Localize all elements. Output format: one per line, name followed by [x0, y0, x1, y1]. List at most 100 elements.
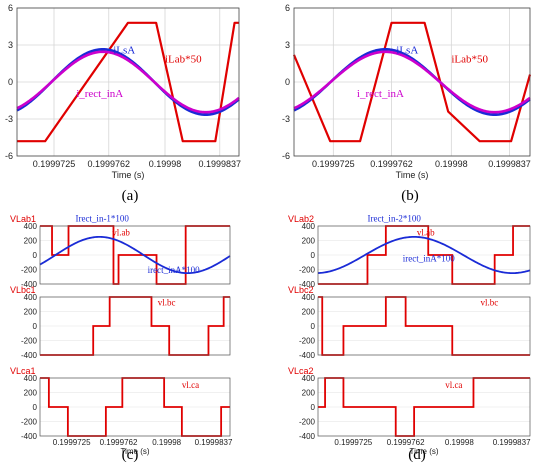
annotation-label: vl.ab — [112, 227, 130, 237]
y-tick-label: 0 — [33, 403, 38, 412]
annotation-label: vl.ab — [417, 227, 435, 237]
series-line-1 — [317, 235, 531, 275]
y-tick-label: 400 — [302, 374, 316, 383]
x-tick-label: 0.1999837 — [198, 159, 241, 169]
panel-label: (c) — [122, 447, 139, 463]
y-tick-label: -400 — [21, 351, 38, 360]
y-tick-label: -6 — [5, 151, 13, 161]
y-tick-label: -200 — [299, 266, 316, 275]
y-tick-label: -400 — [299, 280, 316, 289]
y-tick-label: -200 — [21, 337, 38, 346]
subplot-title: VLca1 — [10, 366, 36, 376]
y-tick-label: 0 — [33, 251, 38, 260]
subplot-title: VLbc1 — [10, 285, 36, 295]
subplot-VLab2: 400 200 0 -200 -400 VLab2 Irect_in-2*100 vl.ab i… — [288, 214, 531, 289]
y-tick-label: 200 — [24, 389, 38, 398]
x-tick-label: 0.19998 — [445, 438, 474, 447]
annotation-label: Irect_in-2*100 — [367, 214, 421, 224]
plot-frame — [317, 296, 531, 356]
subplot-VLca1: 400 200 0 -200 -400 VLca1 vl.ca 0.1999725 0.1999… — [10, 366, 233, 456]
series-line-2 — [16, 50, 240, 114]
x-axis-label: Time (s) — [396, 170, 429, 180]
y-tick-label: -200 — [299, 337, 316, 346]
y-tick-label: 0 — [311, 403, 316, 412]
x-tick-label: 0.1999837 — [195, 438, 233, 447]
plot-frame — [317, 225, 531, 285]
panel-label: (a) — [122, 188, 139, 204]
y-tick-label: -200 — [21, 266, 38, 275]
plot-frame — [39, 296, 231, 356]
series-line-0 — [17, 21, 239, 143]
subplot-title: VLca2 — [288, 366, 314, 376]
y-tick-label: 3 — [8, 40, 13, 50]
x-tick-label: 0.1999762 — [87, 159, 130, 169]
annotation-label: iLsA — [113, 45, 135, 57]
plot-frame — [317, 377, 531, 437]
y-tick-label: 0 — [311, 251, 316, 260]
y-tick-label: -200 — [299, 418, 316, 427]
panel-label: (d) — [408, 447, 426, 463]
y-tick-label: 3 — [285, 40, 290, 50]
y-tick-label: 200 — [302, 237, 316, 246]
annotation-label: i_rect_inA — [357, 88, 404, 100]
chart-b: 6 3 0 -3 -6 0.1999725 0.1999762 0.19998 0.199983… — [282, 3, 532, 180]
plot-frame — [293, 7, 531, 157]
y-tick-label: 200 — [302, 389, 316, 398]
x-axis-label: Time (s) — [409, 447, 438, 456]
x-tick-label: 0.1999725 — [334, 438, 372, 447]
y-tick-label: 400 — [302, 293, 316, 302]
annotation-label: vl.ca — [182, 380, 199, 390]
annotation-label: iLsA — [396, 45, 418, 57]
y-tick-label: 0 — [8, 77, 13, 87]
x-axis-label: Time (s) — [120, 447, 149, 456]
y-tick-label: 6 — [8, 3, 13, 13]
y-tick-label: -400 — [299, 432, 316, 441]
y-tick-label: 400 — [302, 222, 316, 231]
y-tick-label: 0 — [33, 322, 38, 331]
x-tick-label: 0.1999762 — [100, 438, 138, 447]
y-tick-label: 0 — [311, 322, 316, 331]
y-tick-label: -3 — [5, 114, 13, 124]
plot-frame — [39, 377, 231, 437]
subplot-VLab1: 400 200 0 -200 -400 VLab1 Irect_in-1*100 vl.ab i… — [10, 214, 231, 289]
subplot-VLbc2: 400 200 0 -200 -400 VLbc2 vl.bc — [288, 285, 531, 360]
chart-d: 400 200 0 -200 -400 VLab2 Irect_in-2*100 vl.ab i… — [288, 214, 531, 456]
annotation-label: irect_inA*100 — [403, 254, 455, 264]
y-tick-label: -6 — [282, 151, 290, 161]
y-tick-label: -400 — [21, 432, 38, 441]
x-tick-label: 0.1999725 — [33, 159, 76, 169]
y-tick-label: -3 — [282, 114, 290, 124]
series-line-0 — [318, 377, 530, 437]
y-tick-label: 400 — [24, 222, 38, 231]
annotation-label: vl.bc — [158, 298, 176, 308]
y-tick-label: -200 — [21, 418, 38, 427]
y-tick-label: 200 — [24, 237, 38, 246]
x-tick-label: 0.19998 — [435, 159, 468, 169]
annotation-label: vl.bc — [481, 298, 499, 308]
panel-label: (b) — [401, 188, 419, 204]
y-tick-label: -400 — [299, 351, 316, 360]
x-tick-label: 0.1999725 — [312, 159, 355, 169]
y-tick-label: 6 — [285, 3, 290, 13]
y-tick-label: -400 — [21, 280, 38, 289]
y-tick-label: 400 — [24, 293, 38, 302]
subplot-VLbc1: 400 200 0 -200 -400 VLbc1 vl.bc — [10, 285, 231, 360]
series-line-0 — [292, 21, 532, 143]
x-tick-label: 0.1999837 — [493, 438, 531, 447]
x-tick-label: 0.1999837 — [488, 159, 531, 169]
y-tick-label: 400 — [24, 374, 38, 383]
y-tick-label: 0 — [285, 77, 290, 87]
annotation-label: vl.ca — [445, 380, 462, 390]
subplot-title: VLab1 — [10, 214, 36, 224]
x-tick-label: 0.19998 — [152, 438, 181, 447]
annotation-label: iLab*50 — [165, 53, 202, 65]
series-line-0 — [318, 225, 530, 285]
series-line-1 — [39, 235, 231, 275]
y-tick-label: 200 — [24, 308, 38, 317]
x-tick-label: 0.1999725 — [53, 438, 91, 447]
figure-panels: 630-3-60.1999725 0.1999762 0.19998 0.199983… — [5, 3, 531, 463]
plot-frame — [39, 225, 231, 285]
chart-c: 400 200 0 -200 -400 VLab1 Irect_in-1*100 vl.ab i… — [10, 214, 233, 456]
x-tick-label: 0.19998 — [149, 159, 182, 169]
